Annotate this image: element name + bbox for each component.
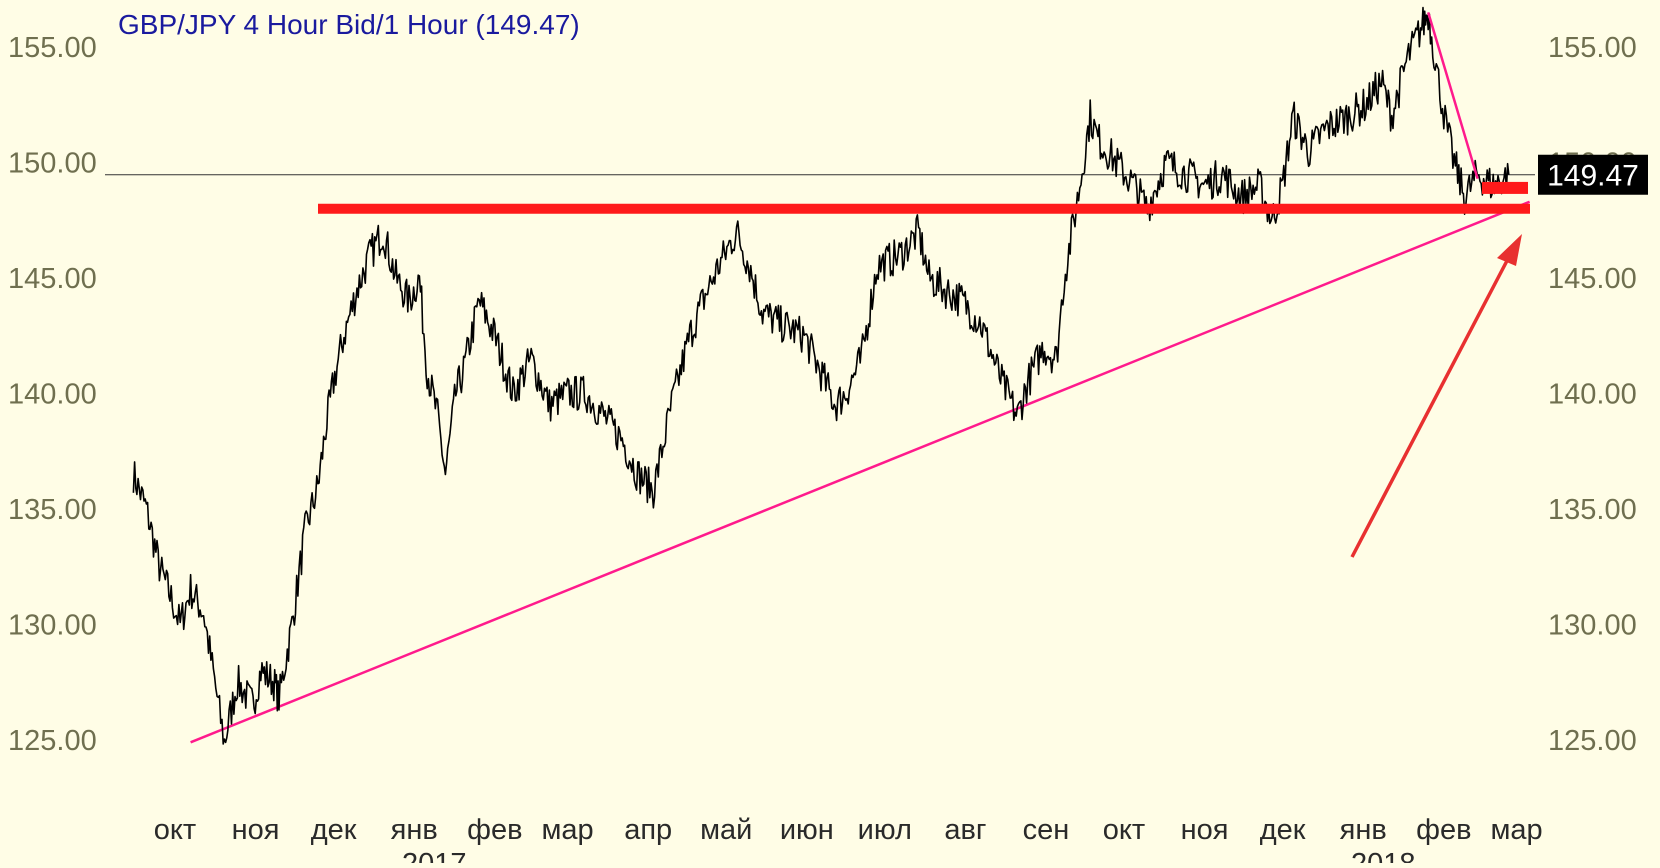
y-tick-label-right: 125.00 (1548, 725, 1637, 757)
x-tick-label: ноя (232, 814, 280, 846)
y-tick-label-right: 130.00 (1548, 610, 1637, 642)
x-tick-label: дек (1260, 814, 1306, 846)
y-tick-label-left: 130.00 (8, 610, 97, 642)
highlight-box (1482, 181, 1528, 194)
y-tick-label-left: 150.00 (8, 148, 97, 180)
downtrend-line (1427, 11, 1479, 180)
y-tick-label-left: 135.00 (8, 494, 97, 526)
arrow-annotation (1350, 234, 1522, 558)
price-line (132, 6, 1510, 745)
x-tick-label: май (700, 814, 752, 846)
x-tick-label: дек (311, 814, 357, 846)
last-price-text: 149.47 (1547, 160, 1639, 193)
x-tick-label: окт (154, 814, 196, 846)
y-tick-label-right: 145.00 (1548, 263, 1637, 295)
x-tick-label: июн (780, 814, 834, 846)
y-tick-label-left: 140.00 (8, 379, 97, 411)
x-tick-label: фев (1416, 814, 1471, 846)
x-tick-label: мар (1490, 814, 1542, 846)
x-axis: окт ноя дек янв фев мар апр май июн июл авг сен окт н… (154, 814, 1543, 846)
y-tick-label-left: 125.00 (8, 725, 97, 757)
last-price-label: 149.47 (1538, 154, 1648, 195)
arrow-head (1497, 234, 1522, 266)
uptrend-trendline (190, 200, 1531, 744)
y-tick-label-right: 140.00 (1548, 379, 1637, 411)
y-tick-label-left: 145.00 (8, 263, 97, 295)
y-tick-label-left: 155.00 (8, 32, 97, 64)
arrow-shaft (1350, 254, 1512, 558)
x-tick-label: фев (467, 814, 522, 846)
chart-title: GBP/JPY 4 Hour Bid/1 Hour (149.47) (118, 9, 580, 40)
year-label: 2018 (1351, 848, 1416, 863)
x-tick-label: мар (541, 814, 593, 846)
x-tick-label: ноя (1181, 814, 1229, 846)
x-tick-label: сен (1023, 814, 1070, 846)
y-tick-label-right: 155.00 (1548, 32, 1637, 64)
uptrend-line (190, 200, 1531, 744)
highlight-marker (1482, 181, 1528, 194)
x-tick-label: янв (1340, 814, 1387, 846)
downtrend-trendline (1427, 11, 1479, 180)
last-price-box (1538, 154, 1648, 195)
year-label: 2017 (402, 848, 467, 863)
x-tick-label: янв (391, 814, 438, 846)
x-tick-label: июл (858, 814, 912, 846)
x-tick-label: авг (944, 814, 986, 846)
price-series (132, 6, 1510, 745)
x-tick-label: апр (624, 814, 672, 846)
y-tick-label-right: 135.00 (1548, 494, 1637, 526)
y-axis-left: 125.00 130.00 135.00 140.00 145.00 150.00 155.… (8, 32, 97, 757)
x-tick-label: окт (1103, 814, 1145, 846)
